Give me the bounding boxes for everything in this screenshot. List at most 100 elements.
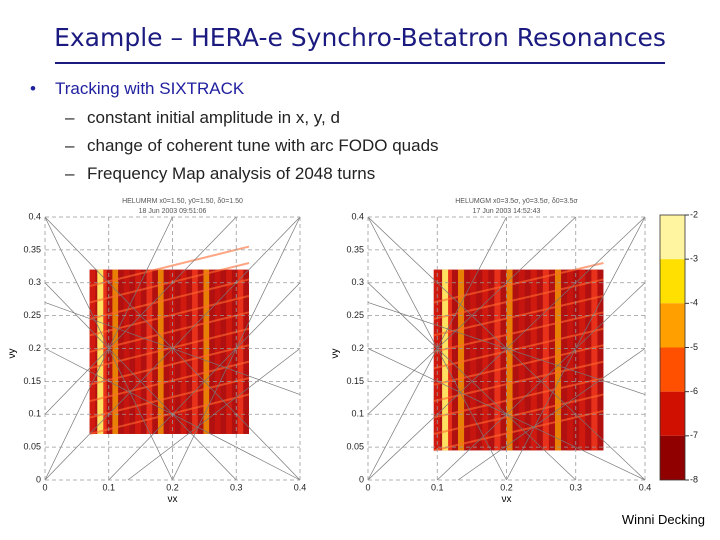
resonance (108, 282, 301, 481)
dash: – (65, 108, 75, 127)
heatmap-stripe (518, 269, 525, 451)
y-label: νy (7, 349, 18, 359)
resonance-line (433, 311, 604, 353)
y-tick-label: 0.25 (346, 310, 364, 320)
colorbar-label: -5 (690, 342, 698, 352)
heatmap-stripe (237, 269, 244, 434)
bullet-dot: • (30, 79, 36, 98)
heatmap-stripe (214, 269, 221, 434)
heatmap-band (442, 269, 449, 451)
colorbar-label: -6 (690, 386, 698, 396)
slide-title: Example – HERA-e Synchro-Betatron Resona… (54, 23, 666, 52)
heatmap-stripe (157, 269, 164, 434)
x-tick-label: 0.4 (294, 482, 307, 492)
heatmap-stripe (591, 269, 598, 451)
colorbar-band (660, 347, 685, 392)
x-tick-label: 0.1 (431, 482, 444, 492)
resonance-line (89, 278, 250, 320)
y-tick-label: 0.1 (351, 409, 364, 419)
heatmap-stripe (192, 269, 198, 434)
y-label: νy (330, 349, 341, 359)
y-tick-label: 0.05 (346, 442, 364, 452)
heatmap-stripe (226, 269, 232, 434)
colorbar-band (660, 435, 685, 480)
x-tick-label: 0.3 (230, 482, 243, 492)
y-tick-label: 0.3 (28, 277, 41, 287)
resonance-line (89, 327, 250, 370)
x-tick-label: 0 (365, 482, 370, 492)
y-tick-label: 0.2 (28, 343, 41, 353)
x-label: νx (502, 494, 512, 505)
resonance-line (433, 377, 604, 419)
colorbar-band (660, 391, 685, 436)
resonance-line (433, 344, 604, 386)
sub-bullet: constant initial amplitude in x, y, d (87, 108, 340, 127)
plot-caption: HELUMRM x0=1.50, y0=1.50, δ0=1.50 (122, 198, 243, 205)
heatmap-stripe (101, 269, 107, 434)
heatmap-stripe (542, 269, 549, 451)
heatmap-stripe (494, 269, 501, 451)
heatmap-stripe (203, 269, 210, 434)
heatmap-stripe (433, 269, 440, 451)
resonance (367, 216, 576, 415)
resonance-line (89, 377, 250, 419)
heatmap-stripe (482, 269, 489, 451)
resonance-line (89, 311, 250, 353)
heatmap-stripe (112, 269, 119, 434)
y-tick-label: 0.15 (23, 376, 41, 386)
heatmap-stripe (135, 269, 141, 434)
y-tick-label: 0.35 (23, 244, 41, 254)
colorbar-band (660, 259, 685, 304)
x-tick-label: 0.2 (500, 482, 513, 492)
heatmap-stripe (146, 269, 153, 434)
heatmap-stripe (579, 269, 586, 451)
x-tick-label: 0.3 (569, 482, 582, 492)
plot-date: 17 Jun 2003 14:52:43 (473, 208, 541, 215)
sub-bullet: Frequency Map analysis of 2048 turns (87, 164, 375, 183)
resonance (437, 282, 646, 481)
y-tick-label: 0.15 (346, 376, 364, 386)
footer: Winni Decking (622, 512, 705, 527)
x-tick-label: 0.4 (639, 482, 652, 492)
dash: – (65, 164, 75, 183)
heatmap-stripe (554, 269, 562, 451)
resonance-line (433, 278, 604, 320)
resonance-line (89, 245, 250, 288)
colorbar-label: -2 (690, 209, 698, 219)
resonance (367, 302, 646, 395)
heatmap-band (97, 269, 104, 434)
heatmap-stripe (123, 269, 130, 434)
resonance-line (89, 344, 250, 386)
y-tick-label: 0.2 (351, 343, 364, 353)
resonance-line (89, 360, 250, 403)
plot-caption: HELUMGM x0=3.5σ, y0=3.5σ, δ0=3.5σ (455, 198, 578, 205)
resonance (367, 282, 576, 481)
x-tick-label: 0 (42, 482, 47, 492)
heatmap-stripe (180, 269, 187, 434)
heatmap-stripe (458, 269, 465, 451)
heatmap-stripe (567, 269, 574, 451)
y-tick-label: 0.05 (23, 442, 41, 452)
x-tick-label: 0.1 (102, 482, 115, 492)
y-tick-label: 0.3 (351, 277, 364, 287)
x-label: νx (168, 494, 178, 505)
y-tick-label: 0 (359, 474, 364, 484)
y-tick-label: 0.4 (28, 211, 41, 221)
dash: – (65, 136, 75, 155)
y-tick-label: 0.25 (23, 310, 41, 320)
y-tick-label: 0.35 (346, 244, 364, 254)
resonance-line (89, 393, 250, 435)
heatmap-stripe (506, 269, 513, 451)
y-tick-label: 0.1 (28, 409, 41, 419)
y-tick-label: 0.4 (351, 211, 364, 221)
bullet: Tracking with SIXTRACK (55, 79, 245, 98)
resonance-line (89, 294, 250, 337)
colorbar-band (660, 215, 685, 260)
sub-bullet: change of coherent tune with arc FODO qu… (87, 136, 439, 155)
colorbar-band (660, 303, 685, 348)
x-tick-label: 0.2 (166, 482, 179, 492)
y-tick-label: 0 (36, 474, 41, 484)
resonance-line (89, 262, 250, 304)
resonance-line (433, 409, 604, 452)
